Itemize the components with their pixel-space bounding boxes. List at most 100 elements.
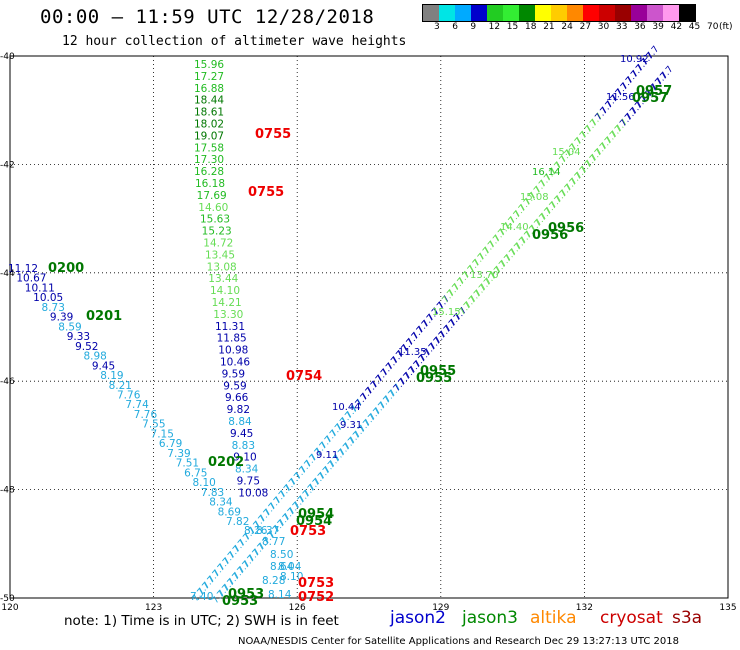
scale-tick-label: 9 <box>470 22 477 32</box>
wave-height-value: 10.46 <box>220 357 250 369</box>
wave-height-value: 8.59 <box>58 321 81 333</box>
scale-swatch <box>423 5 439 21</box>
wave-height-value: 10.98 <box>218 345 248 357</box>
scale-swatch <box>663 5 679 21</box>
wave-height-value: 10.11 <box>25 282 55 294</box>
wave-height-value: 8.04 <box>278 561 302 573</box>
pass-time-label: 0753 <box>290 524 326 539</box>
satellite-cryosat: cryosat <box>600 608 663 628</box>
wave-height-value: 7.51 <box>176 458 199 470</box>
wave-height-value: 16.14 <box>532 167 561 178</box>
wave-height-value: 14.21 <box>212 297 242 309</box>
wave-height-value: 7.74 <box>125 399 149 411</box>
wave-height-value: 8.77 <box>262 536 285 548</box>
map-frame <box>9 55 729 599</box>
wave-height-value: 8.37 <box>256 525 279 537</box>
scale-swatch <box>439 5 455 21</box>
scale-tick-label: 21 <box>543 22 555 32</box>
wave-height-value: 11.12 <box>8 263 38 275</box>
pass-time-label: 0753 <box>298 576 334 591</box>
wave-height-value: 18.61 <box>194 107 224 119</box>
units-note: note: 1) Time is in UTC; 2) SWH is in fe… <box>64 613 339 629</box>
scale-tick-label: 33 <box>616 22 628 32</box>
satellite-altika: altika <box>530 608 577 628</box>
wave-height-value: 13.44 <box>208 273 238 285</box>
wave-height-value: 9.33 <box>67 331 90 343</box>
scale-tick-label: 39 <box>652 22 664 32</box>
wave-height-value: 18.44 <box>194 95 224 107</box>
longitude-tick-label: 120 <box>1 603 18 613</box>
wave-height-value: 7.39 <box>167 448 190 460</box>
wave-height-value: 16.28 <box>194 166 224 178</box>
pass-time-label: 0754 <box>286 369 322 384</box>
wave-height-value: 14.40 <box>500 222 529 233</box>
wave-height-value: 15.96 <box>194 59 224 71</box>
wave-height-value: 15.15 <box>432 307 461 318</box>
pass-time-label: 0955 <box>420 364 456 379</box>
wave-height-value: 9.10 <box>233 452 256 464</box>
scale-tick-label: 30 <box>597 22 610 32</box>
wave-height-tracks: 15.9617.2716.8818.4418.6118.0219.0717.58… <box>8 45 676 606</box>
latitude-tick-label: -48 <box>0 486 15 496</box>
latitude-tick-label: -46 <box>0 377 15 387</box>
wave-height-value: 9.75 <box>237 476 260 488</box>
longitude-tick-label: 123 <box>145 603 162 613</box>
scale-swatch <box>503 5 519 21</box>
scale-tick-label: 15 <box>506 22 519 32</box>
scale-tick-label: 42 <box>670 22 683 32</box>
wave-height-value: 17.58 <box>194 142 224 154</box>
scale-swatch <box>599 5 615 21</box>
wave-height-value: 11.85 <box>217 333 247 345</box>
pass-time-label: 0201 <box>86 309 122 324</box>
scale-swatch <box>679 5 695 21</box>
latitude-tick-label: -50 <box>0 594 15 604</box>
pass-time-label: 0200 <box>48 261 84 276</box>
wave-height-value: 8.21 <box>109 380 132 392</box>
scale-swatch <box>583 5 599 21</box>
pass-time-label: 0755 <box>248 185 284 200</box>
pass-time-label: 0956 <box>548 221 584 236</box>
pass-time-label: 0955 <box>416 371 452 386</box>
wave-height-value: 15.08 <box>520 192 549 203</box>
pass-time-label: 0957 <box>636 84 672 99</box>
pass-time-label: 0752 <box>298 590 334 605</box>
scale-unit: (ft) <box>719 22 733 32</box>
scale-tick-label: 27 <box>579 22 592 32</box>
scale-swatch <box>471 5 487 21</box>
wave-height-value: 9.31 <box>340 420 362 431</box>
wave-height-value: 7.55 <box>142 419 165 431</box>
wave-height-value: 9.39 <box>50 312 73 324</box>
wave-height-value: 8.34 <box>235 464 259 476</box>
wave-height-value: 13.08 <box>207 261 237 273</box>
wave-height-value: 10.08 <box>238 487 268 499</box>
wave-height-value: 9.66 <box>225 392 249 404</box>
longitude-tick-label: 126 <box>289 603 306 613</box>
pass-time-label: 0956 <box>532 228 568 243</box>
credit-footer: NOAA/NESDIS Center for Satellite Applica… <box>238 636 680 647</box>
wave-height-value: 8.28 <box>262 575 285 587</box>
wave-height-value: 9.11 <box>316 450 338 461</box>
wave-height-value: 8.50 <box>270 549 293 561</box>
wave-height-value: 7.76 <box>117 390 141 402</box>
wave-height-value: 6.79 <box>159 438 182 450</box>
wave-height-value: 8.98 <box>83 351 106 363</box>
scale-tick-label: 36 <box>634 22 646 32</box>
wave-height-value: 8.26 <box>244 525 268 537</box>
wave-height-value: 16.18 <box>195 178 225 190</box>
wave-height-value: 8.73 <box>42 302 65 314</box>
wave-height-value: 11.35 <box>398 347 427 358</box>
scale-tick-label: 24 <box>561 22 573 32</box>
wave-height-value: 9.59 <box>223 380 246 392</box>
wave-height-value: 8.10 <box>280 571 303 583</box>
map-title: 00:00 – 11:59 UTC 12/28/2018 <box>40 6 375 28</box>
scale-swatch <box>615 5 631 21</box>
wave-height-value: 13.70 <box>470 270 499 281</box>
pass-time-label: 0954 <box>296 514 332 529</box>
wave-height-value: 6.75 <box>184 467 207 479</box>
wave-height-value: 11.56 <box>606 92 635 103</box>
scale-tick-label: 18 <box>525 22 537 32</box>
scale-swatch <box>487 5 503 21</box>
pass-time-label: 0953 <box>228 587 264 602</box>
wave-height-value: 7.82 <box>226 516 249 528</box>
